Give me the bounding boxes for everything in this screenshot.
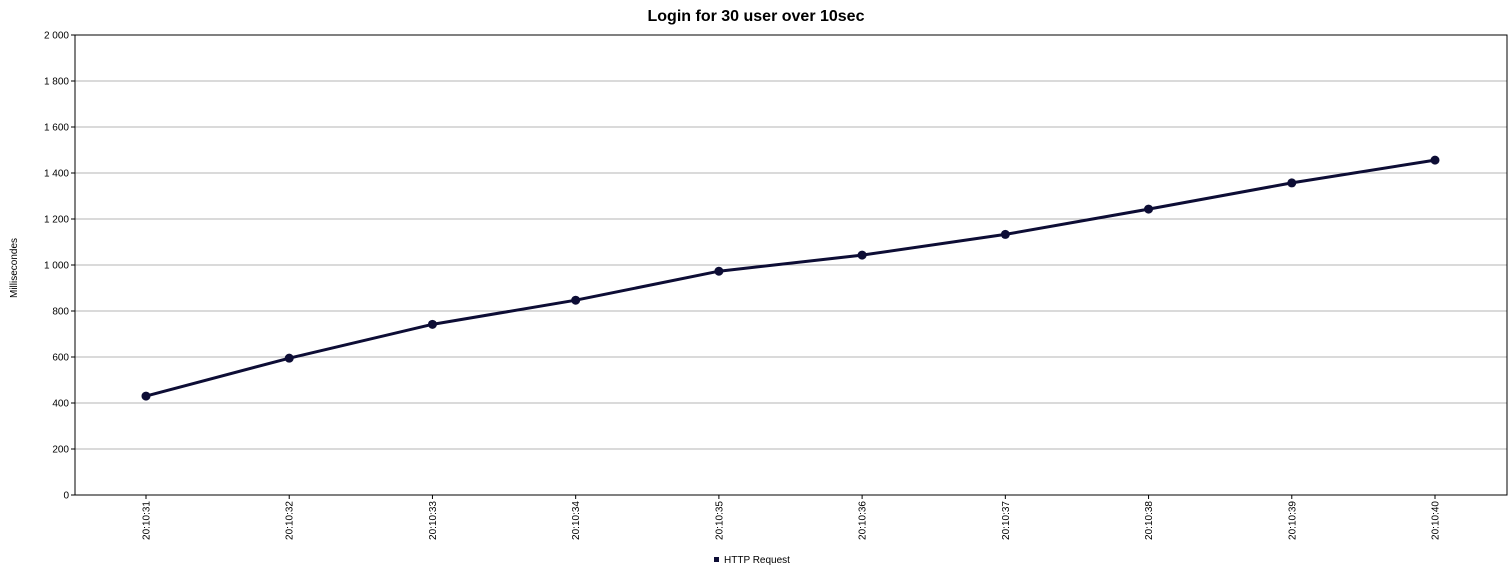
- y-axis-ticks: 0 200 400 600 800 1 000 1 200 1 400 1 600 1 800 2 …: [44, 31, 75, 502]
- x-tick-label: 20:10:37: [1001, 501, 1012, 540]
- y-tick-label: 200: [52, 445, 69, 456]
- x-tick-label: 20:10:31: [142, 501, 153, 540]
- data-point: [1144, 204, 1154, 214]
- legend-label: HTTP Request: [724, 555, 790, 566]
- x-tick-label: 20:10:34: [571, 501, 582, 540]
- y-tick-label: 600: [52, 353, 69, 364]
- y-tick-label: 1 200: [44, 215, 69, 226]
- series-line: [145, 158, 1436, 398]
- data-point: [1430, 155, 1440, 165]
- x-tick-label: 20:10:38: [1144, 501, 1155, 540]
- x-tick-label: 20:10:35: [714, 501, 725, 540]
- x-tick-label: 20:10:39: [1287, 501, 1298, 540]
- y-tick-label: 400: [52, 399, 69, 410]
- x-tick-label: 20:10:32: [285, 501, 296, 540]
- y-tick-label: 0: [63, 491, 69, 502]
- data-point: [284, 353, 294, 363]
- y-tick-label: 1 800: [44, 77, 69, 88]
- x-axis-ticks: 20:10:31 20:10:32 20:10:33 20:10:34 20:10:35…: [142, 495, 1442, 540]
- data-point: [571, 295, 581, 305]
- data-point: [141, 391, 151, 401]
- x-tick-label: 20:10:36: [858, 501, 869, 540]
- data-point: [1000, 229, 1010, 239]
- legend-swatch: [714, 557, 719, 562]
- data-point: [714, 266, 724, 276]
- y-tick-label: 1 400: [44, 169, 69, 180]
- y-tick-label: 2 000: [44, 31, 69, 42]
- data-point: [857, 250, 867, 260]
- chart-title: Login for 30 user over 10sec: [648, 8, 865, 25]
- legend: HTTP Request: [714, 555, 790, 566]
- y-tick-label: 1 600: [44, 123, 69, 134]
- series-layer: [141, 155, 1440, 401]
- data-point: [427, 319, 437, 329]
- y-axis-label: Millisecondes: [9, 238, 20, 298]
- data-point: [1287, 178, 1297, 188]
- x-tick-label: 20:10:40: [1431, 501, 1442, 540]
- y-tick-label: 800: [52, 307, 69, 318]
- y-tick-label: 1 000: [44, 261, 69, 272]
- x-tick-label: 20:10:33: [428, 501, 439, 540]
- grid-lines: [75, 80, 1507, 450]
